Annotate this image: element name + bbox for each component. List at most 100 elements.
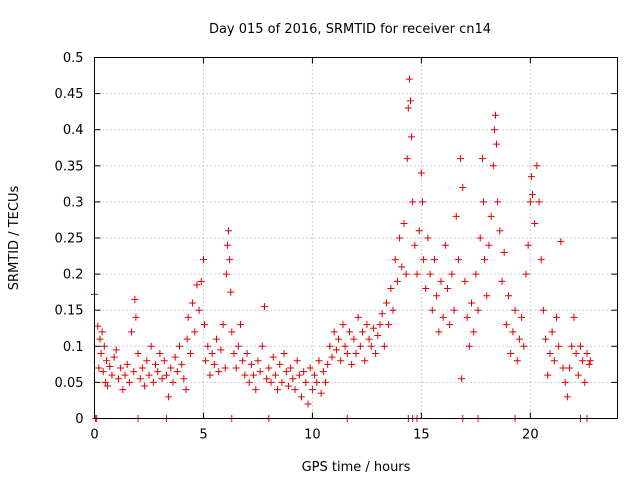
data-point [243,350,251,358]
data-point [145,371,153,379]
data-point [95,364,103,372]
data-point [193,281,201,289]
data-point [154,368,162,376]
data-point [502,321,510,329]
data-point [171,353,179,361]
data-point [160,357,168,365]
data-point [178,360,186,368]
data-point [420,256,428,264]
data-point [515,335,523,343]
data-point [125,378,133,386]
data-point [313,378,321,386]
data-point [186,350,194,358]
data-point [228,328,236,336]
y-tick-label: 0.4 [63,123,84,138]
data-point [319,368,327,376]
y-tick-labels: 0 0.05 0.1 0.15 0.2 0.25 0.3 0.35 0.4 0.45 0.5 [55,51,84,427]
y-tick-label: 0.5 [63,51,84,66]
data-point [98,328,106,336]
data-point [250,371,258,379]
data-point [483,292,491,300]
data-point [385,321,393,329]
x-tick-label: 10 [304,428,321,443]
data-point [365,335,373,343]
data-point [298,393,306,401]
data-point [550,357,558,365]
data-point [132,313,140,321]
data-point [548,328,556,336]
data-point [529,191,537,199]
data-point [507,350,515,358]
data-point [271,371,279,379]
data-point [481,256,489,264]
data-point [99,368,107,376]
data-point [383,299,391,307]
data-point [280,350,288,358]
data-point [354,313,362,321]
data-point [446,321,454,329]
data-point [380,342,388,350]
data-point [300,368,308,376]
data-point [335,335,343,343]
data-point [341,342,349,350]
data-point [535,198,543,206]
data-point [542,335,550,343]
data-point [363,321,371,329]
data-point [439,313,447,321]
data-point [225,227,233,235]
data-point [234,342,242,350]
data-point [402,270,410,278]
data-point [539,306,547,314]
data-point [260,303,268,311]
data-point [201,321,209,329]
data-point [152,360,160,368]
scatter-points [91,75,594,422]
data-point [463,313,471,321]
data-point [223,241,231,249]
data-point [527,173,535,181]
y-axis-label: SRMTID / TECUs [7,186,22,291]
data-point [405,75,413,83]
data-point [215,368,223,376]
data-point [100,342,108,350]
data-point [102,357,110,365]
data-point [254,357,262,365]
y-tick-label: 0 [75,412,83,427]
data-point [574,371,582,379]
data-point [317,389,325,397]
data-point [586,357,594,365]
data-point [555,342,563,350]
data-point [433,292,441,300]
data-point [479,198,487,206]
data-point [130,368,138,376]
data-point [422,285,430,293]
data-point [173,368,181,376]
data-point [467,299,475,307]
data-point [131,295,139,303]
data-point [284,382,292,390]
data-point [522,270,530,278]
data-point [165,393,173,401]
data-point [411,241,419,249]
data-point [489,162,497,170]
data-point [189,299,197,307]
data-point [557,238,565,246]
data-point [289,375,297,383]
chart-title: Day 015 of 2016, SRMTID for receiver cn1… [209,22,491,37]
data-point [293,357,301,365]
data-point [302,378,310,386]
data-point [372,350,380,358]
data-point [108,371,116,379]
data-point [197,277,205,285]
data-point [404,104,412,112]
data-point [348,360,356,368]
data-point [121,371,129,379]
data-point [518,313,526,321]
data-point [136,375,144,383]
data-point [149,378,157,386]
y-tick-label: 0.1 [63,340,84,355]
axis-ticks [94,57,618,419]
data-point [487,212,495,220]
